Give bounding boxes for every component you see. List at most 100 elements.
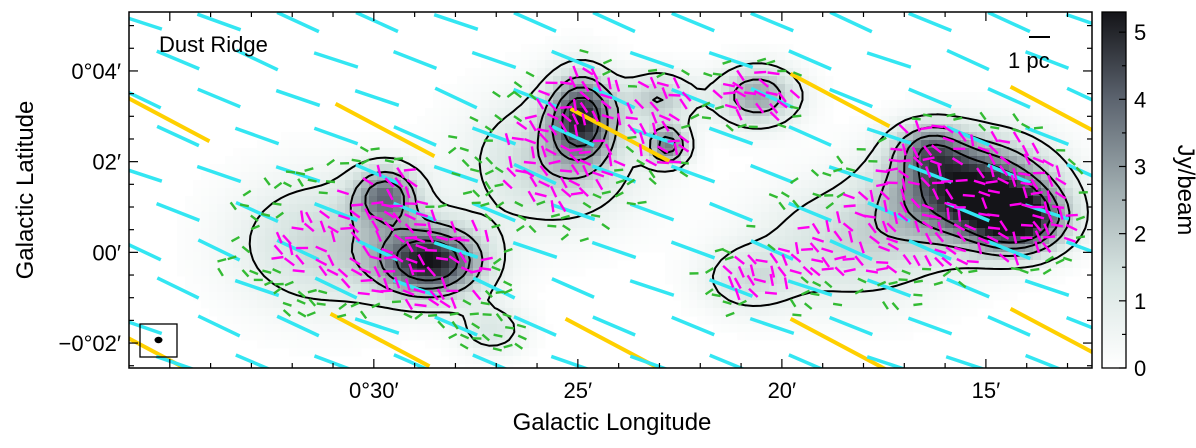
heatmap-cell <box>809 156 818 165</box>
planck-vector <box>908 87 952 109</box>
heatmap-cell <box>401 252 410 261</box>
heatmap-cell <box>593 244 602 253</box>
heatmap-cell <box>417 148 426 157</box>
heatmap-cell <box>361 212 370 221</box>
heatmap-cell <box>721 284 730 293</box>
heatmap-cell <box>289 156 298 165</box>
heatmap-cell <box>977 124 986 133</box>
heatmap-cell <box>721 196 730 205</box>
heatmap-cell <box>961 292 970 301</box>
heatmap-cell <box>977 228 986 237</box>
high-pol-vector <box>879 190 891 201</box>
heatmap-cell <box>753 180 762 189</box>
heatmap-cell <box>217 164 226 173</box>
x-axis-label: Galactic Longitude <box>513 409 712 436</box>
heatmap-cell <box>265 340 274 349</box>
heatmap-cell <box>177 268 186 277</box>
low-pol-vector <box>922 113 933 118</box>
heatmap-cell <box>545 180 554 189</box>
high-pol-vector <box>886 264 898 274</box>
high-pol-vector <box>535 98 545 110</box>
high-pol-vector <box>1043 223 1050 236</box>
high-pol-vector <box>722 265 733 275</box>
planck-vector <box>155 201 201 223</box>
low-pol-vector <box>326 158 336 167</box>
heatmap-cell <box>329 164 338 173</box>
low-pol-vector <box>503 280 513 287</box>
heatmap-cell <box>841 324 850 333</box>
heatmap-cell <box>473 244 482 253</box>
heatmap-cell <box>337 140 346 149</box>
heatmap-cell <box>513 236 522 245</box>
high-pol-vector <box>480 256 493 262</box>
heatmap-cell <box>1073 124 1082 133</box>
low-pol-vector <box>471 322 481 330</box>
heatmap-cell <box>1081 148 1090 157</box>
heatmap-cell <box>745 260 754 269</box>
heatmap-cell <box>361 340 370 349</box>
heatmap-cell <box>633 108 642 117</box>
low-pol-vector <box>679 161 689 165</box>
planck-vector <box>235 48 279 72</box>
high-pol-vector <box>901 143 907 156</box>
heatmap-cell <box>537 244 546 253</box>
heatmap-cell <box>977 100 986 109</box>
planck-vector <box>1024 279 1070 297</box>
planck-vector <box>433 240 479 260</box>
heatmap-cell <box>281 196 290 205</box>
heatmap-cell <box>481 156 490 165</box>
high-pol-vector <box>978 190 991 197</box>
plot-frame <box>128 11 1093 369</box>
heatmap-cell <box>769 220 778 229</box>
heatmap-cell <box>721 60 730 69</box>
heatmap-cell <box>553 148 562 157</box>
heatmap-cell <box>769 196 778 205</box>
heatmap-cell <box>433 188 442 197</box>
high-pol-vector <box>977 242 983 255</box>
heatmap-cell <box>305 316 314 325</box>
planck-vector <box>907 316 953 336</box>
high-pol-vector <box>1021 144 1030 157</box>
heatmap-cell <box>633 244 642 253</box>
heatmap-cell <box>537 228 546 237</box>
heatmap-cell <box>561 68 570 77</box>
heatmap-cell <box>1073 196 1082 205</box>
heatmap-cell <box>937 204 946 213</box>
high-pol-vector <box>944 188 954 200</box>
heatmap-cell <box>665 84 674 93</box>
low-pol-vector <box>491 265 501 272</box>
heatmap-cell <box>601 148 610 157</box>
heatmap-cell <box>241 332 250 341</box>
heatmap-cell <box>673 252 682 261</box>
heatmap-cell <box>849 236 858 245</box>
heatmap-cell <box>929 268 938 277</box>
high-pol-vector <box>945 246 957 256</box>
heatmap-cell <box>489 180 498 189</box>
heatmap-cell <box>513 172 522 181</box>
heatmap-cell <box>481 68 490 77</box>
high-pol-vector <box>327 225 339 234</box>
heatmap-cell <box>713 188 722 197</box>
heatmap-cell <box>1057 260 1066 269</box>
heatmap-cell <box>465 308 474 317</box>
heatmap-cell <box>177 220 186 229</box>
heatmap-cell <box>481 292 490 301</box>
large-scale-vector <box>789 316 888 368</box>
heatmap-cell <box>401 324 410 333</box>
heatmap-cell <box>865 316 874 325</box>
heatmap-cell <box>993 268 1002 277</box>
high-pol-vector <box>1034 230 1042 243</box>
heatmap-cell <box>617 116 626 125</box>
heatmap-cell <box>537 340 546 349</box>
heatmap-cell <box>985 300 994 309</box>
heatmap-cell <box>1057 148 1066 157</box>
heatmap-cell <box>697 316 706 325</box>
heatmap-cell <box>985 116 994 125</box>
high-pol-vector <box>538 132 549 144</box>
heatmap-cell <box>585 228 594 237</box>
heatmap-cell <box>521 276 530 285</box>
heatmap-cell <box>745 148 754 157</box>
heatmap-cell <box>481 148 490 157</box>
heatmap-cell <box>977 156 986 165</box>
heatmap-cell <box>481 116 490 125</box>
